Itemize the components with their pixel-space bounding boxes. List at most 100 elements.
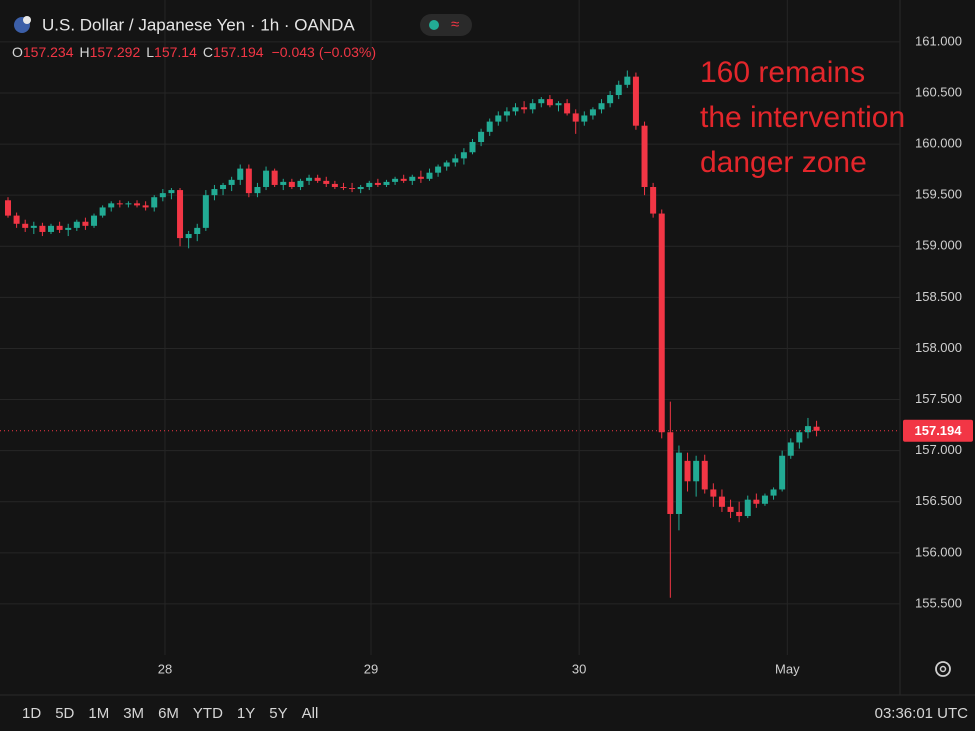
range-button[interactable]: 5D (55, 705, 74, 722)
candle-body (710, 489, 717, 497)
y-tick-label: 161.000 (915, 33, 962, 48)
x-tick-label: 28 (158, 661, 172, 676)
candle-body (280, 181, 287, 185)
candle-body (13, 215, 20, 224)
candle-body (684, 460, 691, 482)
x-tick-label: 29 (364, 661, 378, 676)
candle-body (108, 203, 115, 208)
candle-body (220, 184, 227, 190)
candle-body (641, 125, 648, 187)
candle-body (30, 225, 37, 228)
candle-body (91, 215, 98, 226)
ohlc-part: 157.292 (90, 44, 141, 60)
y-tick-label: 158.500 (915, 289, 962, 304)
y-tick-label: 157.500 (915, 391, 962, 406)
candle-body (538, 99, 545, 104)
status-badge[interactable] (420, 14, 472, 36)
range-button[interactable]: 5Y (269, 705, 287, 722)
candle-body (306, 177, 313, 181)
candle-body (598, 103, 605, 110)
candle-body (116, 203, 123, 205)
candle-body (787, 442, 794, 456)
candle-body (452, 158, 459, 163)
candle-body (168, 190, 175, 194)
status-icon: ≈ (451, 16, 459, 33)
candle-body (650, 186, 657, 214)
candle-body (82, 221, 89, 226)
candle-body (4, 200, 11, 216)
last-price-label: 157.194 (915, 423, 963, 438)
range-button[interactable]: All (302, 705, 319, 722)
candle-body (426, 172, 433, 179)
candle-body (142, 205, 149, 208)
y-tick-label: 157.000 (915, 442, 962, 457)
y-tick-label: 159.500 (915, 187, 962, 202)
candle-body (813, 426, 820, 431)
annotation: danger zone (700, 146, 867, 179)
candle-body (297, 180, 304, 187)
candle-body (374, 182, 381, 185)
candle-body (254, 186, 261, 194)
candle-body (512, 107, 519, 112)
candle-body (65, 227, 72, 230)
candle-body (761, 495, 768, 504)
candle-body (693, 460, 700, 482)
settings-icon[interactable] (935, 661, 951, 677)
candle-body (744, 499, 751, 517)
candle-body (245, 168, 252, 194)
y-tick-label: 156.000 (915, 544, 962, 559)
candles (4, 70, 820, 598)
range-button[interactable]: 1Y (237, 705, 255, 722)
ohlc-part: (−0.03%) (319, 44, 376, 60)
candle-body (366, 182, 373, 187)
ohlc-part: C (203, 44, 213, 60)
candle-body (331, 183, 338, 187)
candle-body (263, 170, 270, 187)
candle-body (314, 177, 321, 181)
candle-body (667, 432, 674, 514)
candle-body (409, 176, 416, 181)
candle-body (469, 142, 476, 153)
candle-body (125, 203, 132, 205)
candle-body (529, 103, 536, 110)
ohlc-part: 157.194 (213, 44, 264, 60)
candle-body (151, 197, 158, 208)
y-tick-label: 155.500 (915, 595, 962, 610)
settings-icon (939, 665, 947, 673)
candle-body (486, 121, 493, 132)
ohlc-part: O (12, 44, 23, 60)
range-button[interactable]: 6M (158, 705, 179, 722)
candle-body (417, 176, 424, 179)
candle-body (48, 225, 55, 232)
candle-body (779, 455, 786, 490)
candle-body (615, 84, 622, 96)
candle-body (770, 489, 777, 496)
candle-body (99, 207, 106, 216)
range-button[interactable]: 3M (123, 705, 144, 722)
x-tick-label: May (775, 661, 800, 676)
candle-body (607, 95, 614, 104)
y-tick-label: 159.000 (915, 238, 962, 253)
candle-body (753, 499, 760, 504)
candle-body (349, 188, 356, 190)
last-price-box (903, 419, 973, 442)
candle-body (211, 189, 218, 196)
candle-body (400, 178, 407, 181)
candle-body (718, 496, 725, 507)
candle-body (675, 452, 682, 514)
candle-body (443, 162, 450, 167)
candle-body (134, 203, 141, 206)
range-button[interactable]: 1M (88, 705, 109, 722)
ohlc-line: O157.234 H157.292 L157.14 C157.194 −0.043 (−0… (12, 44, 376, 60)
candle-body (202, 195, 209, 228)
candle-body (357, 186, 364, 190)
overlay: 157.194 160 remains the intervention danger… (0, 56, 973, 722)
candle-body (383, 181, 390, 185)
candle-body (503, 111, 510, 116)
x-tick-label: 30 (572, 661, 586, 676)
y-tick-label: 156.500 (915, 493, 962, 508)
range-button[interactable]: YTD (193, 705, 223, 722)
y-tick-label: 158.000 (915, 340, 962, 355)
range-button[interactable]: 1D (22, 705, 41, 722)
